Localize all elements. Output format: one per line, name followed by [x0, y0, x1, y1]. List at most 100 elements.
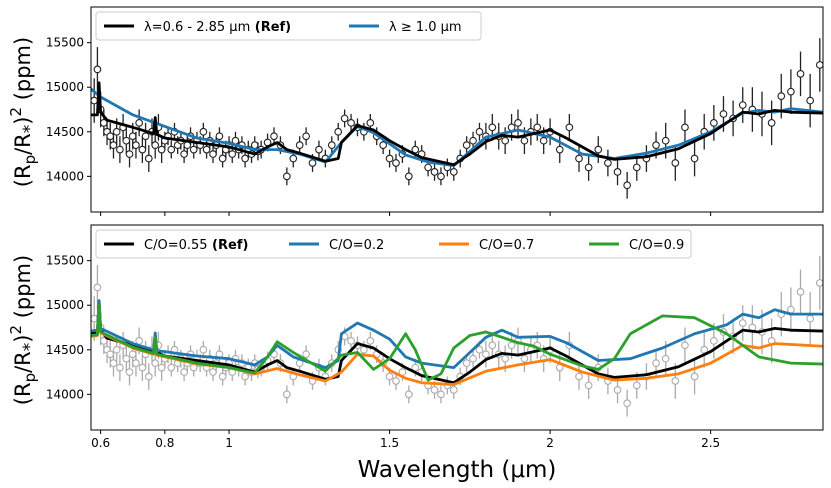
data-marker	[533, 123, 542, 132]
data-marker	[385, 372, 394, 381]
data-marker	[302, 350, 310, 359]
data-marker	[282, 172, 291, 181]
data-marker	[109, 141, 118, 150]
data-point	[340, 109, 349, 128]
panel-bottom: 14000 14500 15000 15500 0.6 0.8 1 1.5 2 2.5 (Rp/…	[7, 224, 824, 450]
data-marker	[806, 96, 815, 105]
data-marker	[366, 337, 375, 345]
data-marker	[315, 145, 323, 154]
data-marker	[681, 123, 689, 132]
y-label-part: p	[21, 155, 39, 165]
data-marker	[209, 150, 217, 158]
data-point	[604, 149, 612, 177]
data-marker	[180, 368, 188, 376]
data-marker	[189, 145, 198, 154]
data-marker	[690, 372, 699, 381]
data-point	[796, 51, 805, 97]
data-marker	[132, 359, 140, 368]
data-marker	[424, 163, 432, 172]
legend-label-ref: (Ref)	[208, 238, 249, 253]
data-marker	[709, 337, 718, 345]
data-point	[681, 327, 689, 364]
y-label-part: *	[20, 343, 40, 352]
data-marker	[507, 341, 516, 350]
data-marker	[738, 319, 747, 327]
data-point	[315, 140, 323, 159]
data-point	[151, 349, 160, 377]
y-tick-label: 14000	[46, 169, 84, 183]
data-point	[282, 167, 291, 186]
data-marker	[392, 159, 400, 167]
data-marker	[340, 114, 349, 123]
data-marker	[613, 168, 622, 176]
data-point	[671, 363, 680, 399]
data-marker	[539, 136, 548, 145]
data-marker	[209, 368, 217, 376]
data-point	[116, 354, 124, 381]
legend-label-text: λ ≥ 1.0 μm	[389, 20, 462, 35]
y-tick-label: 15500	[46, 254, 84, 268]
data-marker	[815, 61, 823, 69]
data-point	[430, 380, 439, 399]
data-point	[218, 149, 227, 168]
data-point	[787, 69, 795, 114]
data-marker	[91, 96, 99, 105]
data-point	[437, 167, 445, 186]
data-marker	[787, 87, 795, 96]
data-marker	[575, 154, 583, 163]
data-marker	[565, 123, 574, 132]
data-point	[282, 385, 291, 404]
data-marker	[623, 181, 632, 190]
y-label-part: (ppm)	[11, 37, 35, 107]
data-point	[347, 331, 355, 350]
data-point	[334, 122, 343, 141]
data-marker	[437, 390, 445, 399]
data-point	[681, 109, 689, 146]
data-point	[180, 145, 188, 163]
data-marker	[661, 136, 670, 145]
data-point	[135, 109, 144, 137]
data-point	[488, 331, 497, 359]
data-point	[430, 162, 439, 181]
data-point	[404, 385, 413, 404]
data-point	[392, 154, 400, 172]
y-label-part: (R	[11, 164, 35, 187]
y-axis-ticks-top: 14000 14500 15000 15500	[46, 36, 91, 183]
data-point	[360, 340, 368, 359]
x-axis-ticks-top	[100, 212, 712, 216]
data-point	[796, 269, 805, 315]
data-point	[144, 363, 153, 390]
data-point	[385, 149, 394, 168]
data-marker	[157, 363, 166, 372]
data-point	[482, 340, 490, 368]
data-marker	[151, 359, 160, 368]
series-line	[91, 81, 823, 167]
y-label-part: (R	[11, 382, 35, 405]
x-axis-label: Wavelength (μm)	[358, 457, 557, 483]
data-marker	[128, 350, 137, 359]
data-point	[295, 136, 304, 155]
y-label-part: /R	[11, 133, 35, 155]
legend-label-text: C/O=0.9	[629, 238, 684, 253]
data-point	[93, 47, 102, 92]
data-point	[738, 305, 747, 341]
y-label-part: )	[11, 117, 35, 125]
data-marker	[404, 390, 413, 399]
data-point	[138, 136, 147, 163]
data-marker	[777, 92, 786, 100]
data-point	[469, 349, 477, 368]
data-marker	[347, 337, 355, 345]
data-point	[584, 372, 593, 399]
data-marker	[122, 354, 131, 363]
data-marker	[215, 132, 224, 141]
data-marker	[308, 159, 317, 167]
data-marker	[135, 337, 144, 345]
data-point	[141, 122, 150, 150]
data-point	[520, 345, 529, 373]
data-point	[449, 162, 458, 181]
data-marker	[144, 372, 153, 381]
data-marker	[719, 110, 728, 118]
data-point	[302, 127, 310, 146]
data-marker	[379, 141, 388, 150]
